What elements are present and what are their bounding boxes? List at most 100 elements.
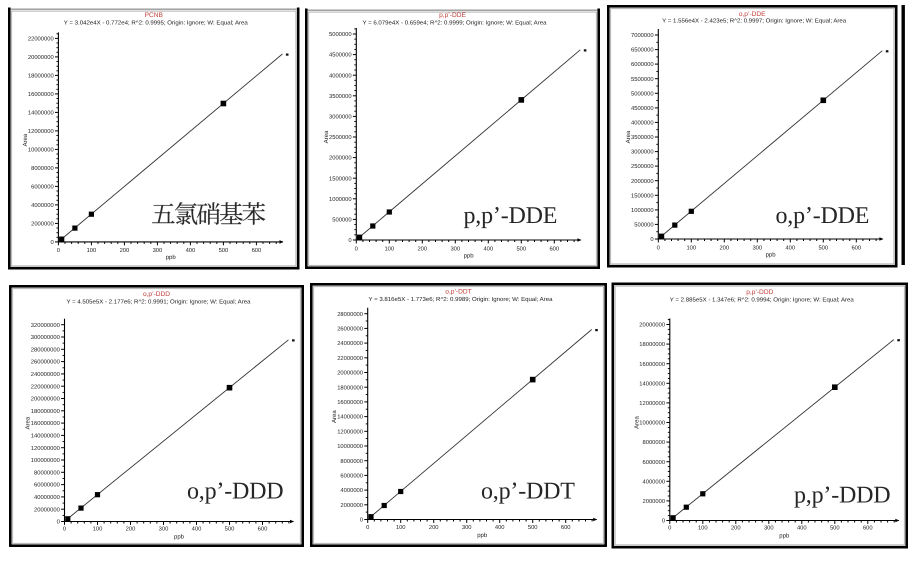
svg-text:o,p’-DDE: o,p’-DDE xyxy=(776,203,870,229)
svg-text:300: 300 xyxy=(159,526,169,533)
svg-text:300: 300 xyxy=(764,525,774,532)
svg-text:5500000: 5500000 xyxy=(631,76,654,83)
svg-text:ppb: ppb xyxy=(779,532,790,539)
svg-text:500: 500 xyxy=(219,247,229,254)
svg-text:Area: Area xyxy=(323,130,330,143)
svg-text:Area: Area xyxy=(22,133,29,146)
svg-text:ppb: ppb xyxy=(766,251,777,258)
svg-text:400: 400 xyxy=(797,525,807,532)
svg-text:8000000: 8000000 xyxy=(31,165,54,172)
svg-text:6000000: 6000000 xyxy=(631,61,654,68)
svg-text:PCNB: PCNB xyxy=(145,12,164,19)
svg-text:400: 400 xyxy=(186,247,196,254)
svg-text:18000000: 18000000 xyxy=(28,73,54,80)
svg-text:600: 600 xyxy=(561,524,571,531)
svg-text:Area: Area xyxy=(25,416,32,429)
svg-text:Y = 1.556e4X - 2.423e5; R^2: 0: Y = 1.556e4X - 2.423e5; R^2: 0.9997; Ori… xyxy=(662,18,847,25)
svg-text:4000000: 4000000 xyxy=(643,478,666,485)
svg-text:100: 100 xyxy=(384,246,394,253)
svg-text:200: 200 xyxy=(417,246,427,253)
svg-text:2000000: 2000000 xyxy=(631,178,654,185)
svg-text:300: 300 xyxy=(153,247,163,254)
svg-text:16000000: 16000000 xyxy=(337,399,363,406)
svg-text:14000000: 14000000 xyxy=(337,414,363,421)
svg-text:Y = 6.079e4X - 0.659e4; R^2: 0: Y = 6.079e4X - 0.659e4; R^2: 0.9999; Ori… xyxy=(363,20,548,27)
svg-text:ppb: ppb xyxy=(464,252,475,259)
svg-text:3000000: 3000000 xyxy=(329,114,352,121)
svg-text:600: 600 xyxy=(851,245,861,252)
svg-text:o,p’-DDD: o,p’-DDD xyxy=(143,291,170,298)
svg-text:600: 600 xyxy=(258,526,268,533)
svg-text:40000000: 40000000 xyxy=(34,494,60,501)
svg-text:500: 500 xyxy=(516,246,526,253)
svg-text:ppb: ppb xyxy=(174,533,185,540)
svg-text:o,p’-DDE: o,p’-DDE xyxy=(739,11,766,18)
svg-text:20000000: 20000000 xyxy=(34,506,60,513)
svg-text:0: 0 xyxy=(63,526,66,533)
svg-text:10000000: 10000000 xyxy=(337,443,363,450)
svg-text:260000000: 260000000 xyxy=(31,359,60,366)
svg-text:300: 300 xyxy=(450,246,460,253)
svg-text:Y = 3.816e5X - 1.773e6; R^2: 0: Y = 3.816e5X - 1.773e6; R^2: 0.9989; Ori… xyxy=(369,296,554,303)
svg-text:200: 200 xyxy=(731,525,741,532)
svg-text:0: 0 xyxy=(360,517,363,524)
svg-text:8000000: 8000000 xyxy=(340,458,363,465)
svg-text:22000000: 22000000 xyxy=(28,36,54,43)
svg-text:Area: Area xyxy=(625,130,632,143)
svg-text:180000000: 180000000 xyxy=(31,408,60,415)
svg-text:Y = 4.505e5X - 2.177e6; R^2: 0: Y = 4.505e5X - 2.177e6; R^2: 0.9991; Ori… xyxy=(67,299,252,306)
svg-text:10000000: 10000000 xyxy=(28,147,54,154)
svg-text:0: 0 xyxy=(657,245,660,252)
svg-text:100: 100 xyxy=(698,525,708,532)
svg-text:400: 400 xyxy=(495,524,505,531)
svg-text:0: 0 xyxy=(50,239,53,246)
svg-text:500: 500 xyxy=(225,526,235,533)
svg-text:14000000: 14000000 xyxy=(639,380,665,387)
svg-text:2000000: 2000000 xyxy=(340,502,363,509)
svg-text:0: 0 xyxy=(57,519,60,526)
svg-text:18000000: 18000000 xyxy=(337,384,363,391)
svg-text:p,p’-DDE: p,p’-DDE xyxy=(439,12,466,19)
svg-text:8000000: 8000000 xyxy=(643,439,666,446)
svg-text:500000: 500000 xyxy=(634,222,653,229)
svg-text:0: 0 xyxy=(57,247,60,254)
svg-text:0: 0 xyxy=(348,237,351,244)
svg-text:400: 400 xyxy=(192,526,202,533)
svg-text:3000000: 3000000 xyxy=(631,149,654,156)
svg-text:200: 200 xyxy=(429,524,439,531)
svg-text:320000000: 320000000 xyxy=(31,322,60,329)
svg-text:6000000: 6000000 xyxy=(340,473,363,480)
svg-text:Y = 3.042e4X - 0.772e4; R^2: 0: Y = 3.042e4X - 0.772e4; R^2: 0.9995; Ori… xyxy=(64,20,249,27)
svg-text:200: 200 xyxy=(719,245,729,252)
svg-text:6000000: 6000000 xyxy=(643,459,666,466)
svg-text:2000000: 2000000 xyxy=(329,155,352,162)
svg-text:140000000: 140000000 xyxy=(31,433,60,440)
svg-text:5000000: 5000000 xyxy=(631,90,654,97)
svg-text:600: 600 xyxy=(252,247,262,254)
svg-text:12000000: 12000000 xyxy=(28,128,54,135)
svg-text:100000000: 100000000 xyxy=(31,457,60,464)
svg-text:4500000: 4500000 xyxy=(631,105,654,112)
svg-text:600: 600 xyxy=(863,525,873,532)
svg-text:400: 400 xyxy=(785,245,795,252)
svg-text:4000000: 4000000 xyxy=(340,487,363,494)
svg-text:300: 300 xyxy=(462,524,472,531)
svg-text:1500000: 1500000 xyxy=(631,192,654,199)
svg-text:26000000: 26000000 xyxy=(337,326,363,333)
svg-text:22000000: 22000000 xyxy=(337,355,363,362)
svg-text:500: 500 xyxy=(818,245,828,252)
svg-text:7000000: 7000000 xyxy=(631,32,654,39)
svg-text:500: 500 xyxy=(830,525,840,532)
svg-text:Area: Area xyxy=(633,416,640,429)
svg-text:300000000: 300000000 xyxy=(31,334,60,341)
svg-text:0: 0 xyxy=(662,518,665,525)
svg-text:p,p’-DDD: p,p’-DDD xyxy=(794,482,890,508)
svg-text:280000000: 280000000 xyxy=(31,346,60,353)
svg-text:p,p’-DDE: p,p’-DDE xyxy=(464,203,558,229)
svg-text:18000000: 18000000 xyxy=(639,341,665,348)
svg-text:4000000: 4000000 xyxy=(31,202,54,209)
svg-text:o,p’-DDD: o,p’-DDD xyxy=(187,478,283,504)
svg-text:0: 0 xyxy=(668,525,671,532)
svg-text:600: 600 xyxy=(549,246,559,253)
svg-text:2500000: 2500000 xyxy=(329,134,352,141)
